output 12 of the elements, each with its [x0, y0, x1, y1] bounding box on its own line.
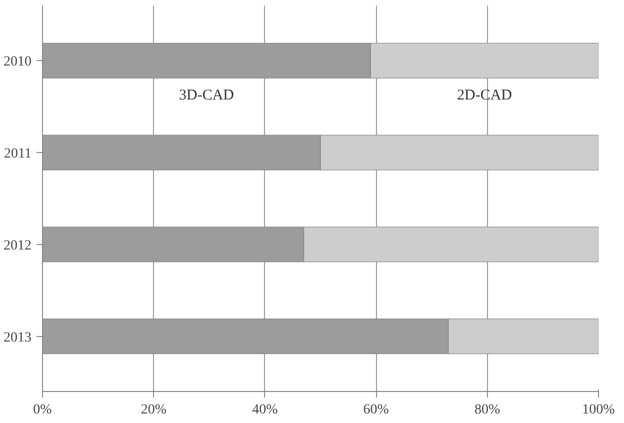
x-tick-label: 40% — [252, 402, 278, 418]
x-tick-label: 60% — [363, 402, 390, 418]
x-tick-label: 80% — [474, 402, 500, 418]
y-tick-label: 2010 — [4, 54, 32, 70]
y-tick-label: 2012 — [4, 238, 32, 254]
y-tick-label: 2013 — [4, 330, 32, 346]
series-label: 2D-CAD — [457, 88, 512, 104]
series-label: 3D-CAD — [179, 88, 234, 104]
x-tick-label: 20% — [140, 402, 167, 418]
x-tick-label: 0% — [33, 402, 52, 418]
x-tick-label: 100% — [582, 402, 616, 418]
y-tick-label: 2011 — [4, 146, 32, 162]
